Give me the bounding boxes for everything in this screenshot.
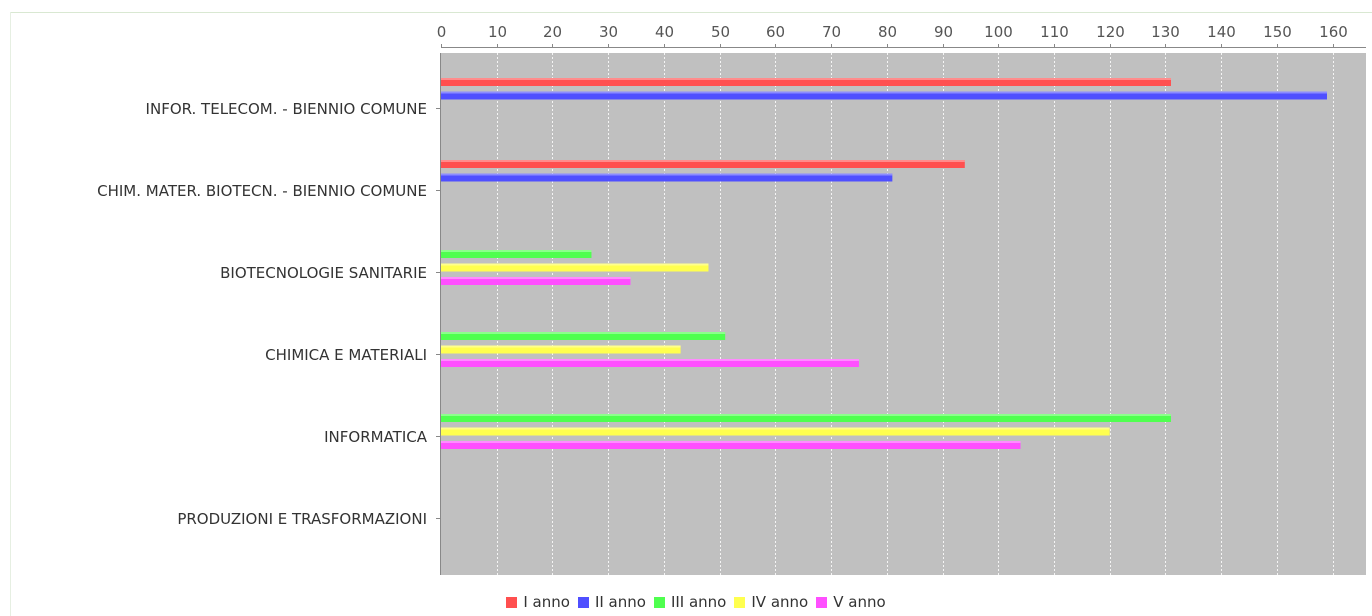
legend-item: IV anno [734, 593, 808, 611]
legend-label: III anno [670, 593, 727, 611]
x-tick-label: 90 [934, 23, 953, 41]
x-tick-label: 0 [437, 23, 447, 41]
bar [441, 414, 1171, 422]
x-tick-label: 120 [1096, 23, 1125, 41]
category-label: PRODUZIONI E TRASFORMAZIONI [177, 510, 427, 528]
bar-highlight [441, 250, 592, 252]
bar-highlight [441, 332, 726, 334]
x-tick-label: 40 [655, 23, 674, 41]
bar [441, 427, 1110, 436]
x-tick-label: 150 [1263, 23, 1292, 41]
x-tick-label: 30 [599, 23, 618, 41]
bar-highlight [441, 359, 859, 361]
x-tick-label: 70 [822, 23, 841, 41]
legend-swatch [577, 596, 589, 608]
legend-item: I anno [506, 593, 570, 611]
bar [441, 160, 965, 168]
top-border [10, 12, 1372, 13]
legend-item: II anno [577, 593, 646, 611]
bar [441, 332, 726, 340]
legend-item: III anno [653, 593, 727, 611]
category-label: INFOR. TELECOM. - BIENNIO COMUNE [146, 100, 427, 118]
bar [441, 250, 592, 258]
x-tick-label: 110 [1040, 23, 1069, 41]
chart-legend: I anno II anno III anno IV anno V anno [0, 593, 1372, 611]
x-tick-label: 160 [1319, 23, 1348, 41]
bar-highlight [441, 277, 631, 279]
x-tick-label: 100 [984, 23, 1013, 41]
legend-label: II anno [594, 593, 646, 611]
bar [441, 78, 1171, 86]
legend-label: IV anno [751, 593, 809, 611]
x-tick-label: 60 [766, 23, 785, 41]
bar-highlight [441, 427, 1110, 430]
bar-highlight [441, 91, 1327, 94]
legend-item: V anno [816, 593, 886, 611]
left-border [10, 12, 11, 616]
legend-label: I anno [523, 593, 570, 611]
plot-area [441, 53, 1366, 575]
legend-swatch [506, 596, 518, 608]
x-tick-label: 50 [711, 23, 730, 41]
x-tick-label: 10 [488, 23, 507, 41]
bar-highlight [441, 414, 1171, 416]
bar [441, 173, 893, 182]
bar [441, 277, 631, 285]
bar [441, 359, 859, 367]
category-label: CHIMICA E MATERIALI [265, 346, 427, 364]
bar-highlight [441, 173, 893, 176]
bar [441, 263, 709, 272]
x-tick-label: 20 [543, 23, 562, 41]
bar [441, 345, 681, 354]
bar [441, 91, 1327, 100]
category-label: CHIM. MATER. BIOTECN. - BIENNIO COMUNE [97, 182, 427, 200]
category-label: BIOTECNOLOGIE SANITARIE [220, 264, 427, 282]
bar-highlight [441, 441, 1021, 443]
legend-label: V anno [833, 593, 886, 611]
bar [441, 441, 1021, 449]
x-tick-label: 130 [1151, 23, 1180, 41]
bar-highlight [441, 263, 709, 266]
legend-swatch [816, 596, 828, 608]
legend-swatch [734, 596, 746, 608]
bar-highlight [441, 78, 1171, 80]
bar-highlight [441, 345, 681, 348]
x-tick-label: 80 [878, 23, 897, 41]
bar-highlight [441, 160, 965, 162]
category-label: INFORMATICA [324, 428, 428, 446]
x-tick-label: 140 [1207, 23, 1236, 41]
legend-swatch [653, 596, 665, 608]
